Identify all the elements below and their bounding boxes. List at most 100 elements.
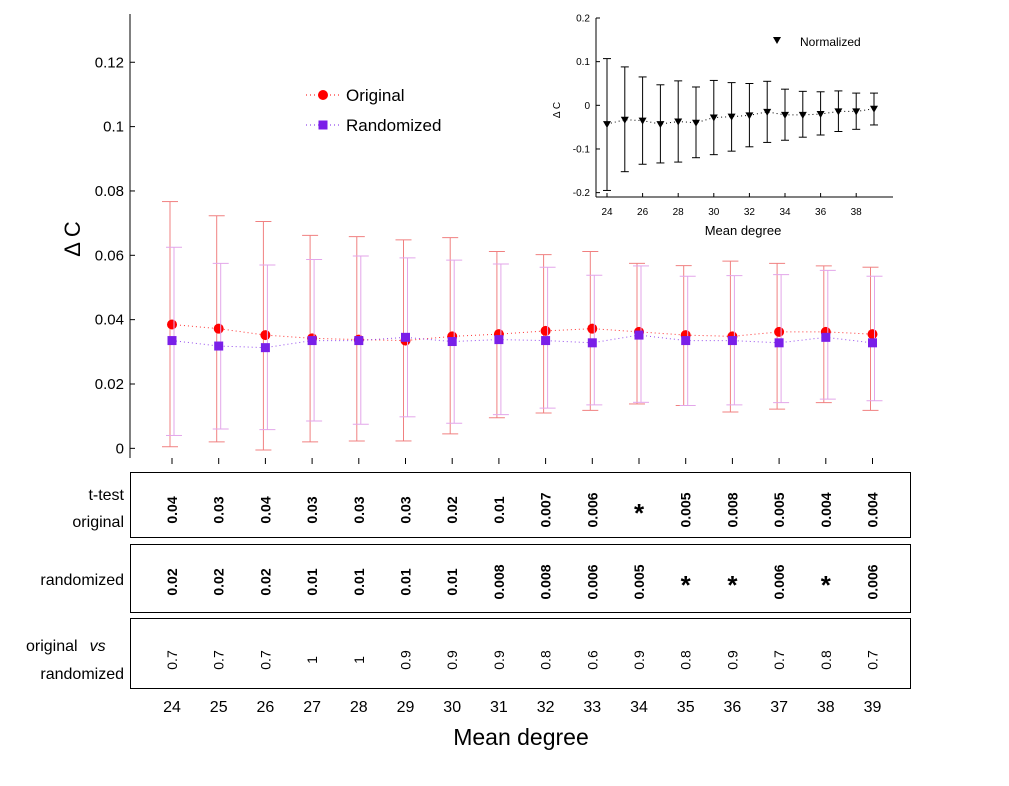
- data-point: [167, 319, 177, 330]
- inset-data-point: [816, 111, 825, 119]
- y-tick-label: 0.08: [95, 183, 124, 200]
- table-value: 0.008: [538, 564, 554, 599]
- inset-data-point: [692, 119, 700, 127]
- inset-x-tick-label: 32: [744, 207, 756, 218]
- table-box-1: [130, 544, 911, 613]
- main-legend: Original Randomized: [306, 86, 441, 135]
- data-point: [541, 336, 551, 346]
- inset-series-line: [606, 108, 875, 125]
- x-tick-label: 38: [817, 699, 835, 716]
- table-value: 0.8: [818, 650, 834, 670]
- inset-data-point: [709, 114, 718, 122]
- inset-data-point: [798, 111, 807, 119]
- x-tick-label: 26: [257, 699, 275, 716]
- y-tick-label: 0.12: [95, 54, 124, 71]
- inset-x-axis-label: Mean degree: [705, 223, 782, 238]
- inset-y-tick-label: 0.1: [576, 57, 590, 68]
- data-point: [354, 336, 364, 346]
- x-tick-label: 34: [630, 699, 648, 716]
- table-value: 0.7: [164, 650, 180, 670]
- inset-x-tick-label: 38: [851, 207, 863, 218]
- table-value: 0.6: [584, 650, 600, 670]
- data-point: [540, 325, 551, 336]
- data-point: [634, 330, 644, 340]
- data-point: [774, 338, 784, 348]
- table-value: 0.02: [164, 568, 180, 595]
- data-point: [587, 338, 597, 348]
- data-point: [727, 336, 737, 346]
- table-value: 0.03: [398, 496, 414, 523]
- x-tick-label: 25: [210, 699, 228, 716]
- table-value: 0.04: [257, 496, 273, 523]
- table-value: 0.9: [444, 650, 460, 670]
- table-value: 0.005: [631, 564, 647, 599]
- compare-label-original: original: [26, 638, 78, 655]
- data-point: [774, 326, 785, 337]
- inset-data-point: [603, 121, 611, 129]
- data-point: [260, 330, 271, 341]
- table-value: 0.7: [865, 650, 881, 670]
- inset-legend-marker: [773, 37, 781, 44]
- inset-x-tick-label: 34: [779, 207, 791, 218]
- table-value: 0.01: [444, 568, 460, 595]
- inset-y-tick-label: 0.2: [576, 14, 590, 25]
- table-value: 0.9: [398, 650, 414, 670]
- table-label-compare-line1: original vs: [26, 638, 106, 655]
- compare-label-vs: vs: [90, 638, 106, 655]
- table-value: 0.8: [538, 650, 554, 670]
- table-value: 0.005: [771, 492, 787, 527]
- table-value: 0.01: [351, 568, 367, 595]
- x-tick-label: 28: [350, 699, 368, 716]
- table-label-randomized: randomized: [40, 572, 124, 589]
- data-point: [868, 338, 877, 348]
- data-point: [214, 341, 224, 351]
- table-value: 0.007: [538, 492, 554, 527]
- data-point: [821, 332, 831, 342]
- table-value: 0.03: [304, 496, 320, 523]
- inset-data-point: [852, 108, 861, 116]
- table-value: *: [681, 570, 692, 600]
- inset-data-point: [620, 116, 629, 124]
- table-value: 0.01: [304, 568, 320, 595]
- inset-data-point: [674, 118, 683, 126]
- table-value: 0.008: [491, 564, 507, 599]
- table-value: 0.005: [678, 492, 694, 527]
- table-value: 0.004: [818, 492, 834, 527]
- x-tick-label: 31: [490, 699, 508, 716]
- table-value: 0.04: [164, 496, 180, 523]
- legend-label: Original: [346, 86, 405, 105]
- inset-data-point: [781, 111, 789, 119]
- table-value: 0.03: [351, 496, 367, 523]
- y-tick-label: 0.06: [95, 247, 124, 264]
- x-tick-label: 29: [397, 699, 415, 716]
- inset-x-tick-label: 24: [601, 207, 613, 218]
- data-point: [213, 323, 224, 334]
- x-tick-label: 33: [583, 699, 601, 716]
- table-value: 0.03: [211, 496, 227, 523]
- table-value: *: [727, 570, 738, 600]
- inset-data-point: [763, 108, 772, 116]
- table-value: 0.008: [724, 492, 740, 527]
- table-label-ttest: t-test: [88, 487, 124, 504]
- inset-data-point: [656, 121, 665, 129]
- table-value: 1: [351, 656, 367, 664]
- main-plot: 0 0.02 0.04 0.06 0.08 0.1 0.12 Δ C: [60, 14, 883, 464]
- inset-data-point: [745, 112, 754, 120]
- inset-data-point: [834, 108, 843, 116]
- table-value: 0.006: [865, 564, 881, 599]
- table-label-compare-line2: randomized: [40, 666, 124, 683]
- table-value: 0.006: [584, 492, 600, 527]
- series-line: [171, 323, 873, 342]
- data-point: [260, 343, 270, 353]
- inset-y-tick-label: -0.1: [573, 144, 591, 155]
- inset-x-tick-label: 36: [815, 207, 827, 218]
- y-tick-label: 0.1: [103, 119, 124, 136]
- y-axis-label: Δ C: [60, 221, 85, 257]
- table-box-2: [130, 618, 911, 689]
- x-tick-label: 37: [770, 699, 788, 716]
- legend-marker: [318, 90, 328, 100]
- inset-y-axis-label: Δ C: [552, 102, 563, 118]
- series-line: [171, 334, 873, 349]
- table-value: 0.7: [257, 650, 273, 670]
- table-label-original: original: [72, 514, 124, 531]
